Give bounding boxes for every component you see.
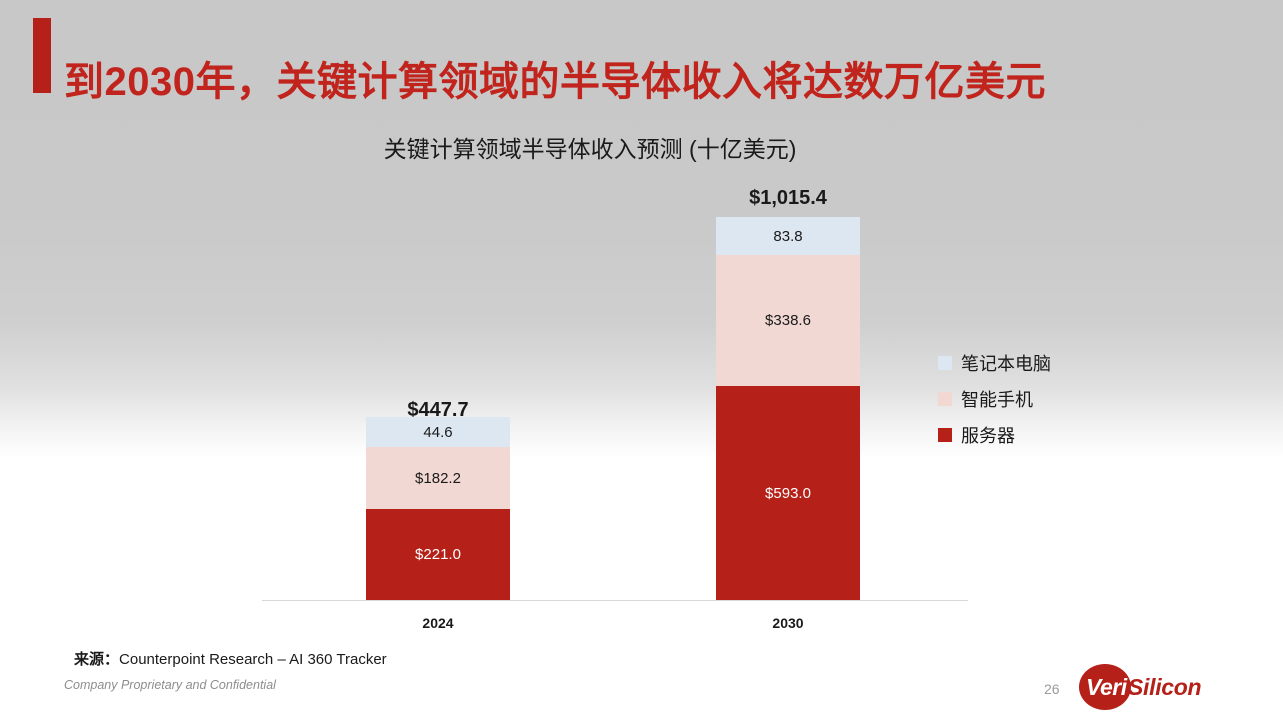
category-label: 2024 <box>422 615 454 631</box>
chart-legend: 笔记本电脑 智能手机 服务器 <box>938 345 1051 453</box>
bar-segment-smartphone[interactable]: $182.2 <box>366 447 510 509</box>
bar-segment-laptop[interactable]: 83.8 <box>716 217 860 255</box>
chart-axis-line <box>262 600 968 601</box>
verisilicon-logo: Veri Silicon <box>1079 664 1224 710</box>
legend-item-server[interactable]: 服务器 <box>938 417 1051 453</box>
logo-mark-icon <box>1079 664 1131 710</box>
source-label: 来源： <box>74 651 120 668</box>
logo-ellipse-icon <box>1079 664 1131 710</box>
legend-item-label: 服务器 <box>961 426 1015 446</box>
bar-segment-server[interactable]: $593.0 <box>716 386 860 600</box>
bar-segment-value: 44.6 <box>423 423 453 441</box>
bar-segment-server[interactable]: $221.0 <box>366 509 510 600</box>
logo-word-text: Silicon <box>1128 674 1202 700</box>
bar-segment-laptop[interactable]: 44.6 <box>366 417 510 447</box>
bar-stack: 83.8 $338.6 $593.0 <box>716 217 860 600</box>
bar-segment-value: 83.8 <box>773 227 803 245</box>
legend-swatch-icon <box>938 428 952 442</box>
bar-segment-smartphone[interactable]: $338.6 <box>716 255 860 386</box>
category-label: 2030 <box>772 615 804 631</box>
bar-total-label: $447.7 <box>407 399 469 421</box>
legend-item-smartphone[interactable]: 智能手机 <box>938 381 1051 417</box>
chart-title: 关键计算领域半导体收入预测 (十亿美元) <box>383 136 797 162</box>
page-title: 到2030年，关键计算领域的半导体收入将达数万亿美元 <box>64 59 1046 104</box>
page-number: 26 <box>1044 681 1060 697</box>
legend-item-label: 笔记本电脑 <box>961 354 1051 374</box>
bar-total-label: $1,015.4 <box>749 187 827 209</box>
legend-item-label: 智能手机 <box>961 390 1033 410</box>
legend-item-laptop[interactable]: 笔记本电脑 <box>938 345 1051 381</box>
logo-mark-text: Veri <box>1086 674 1127 700</box>
source-note: 来源：Counterpoint Research – AI 360 Tracke… <box>74 648 387 669</box>
bar-segment-value: $338.6 <box>765 312 811 329</box>
bar-segment-value: $221.0 <box>415 546 461 563</box>
title-accent-bar <box>33 18 51 93</box>
confidentiality-note: Company Proprietary and Confidential <box>64 678 276 692</box>
source-text: Counterpoint Research – AI 360 Tracker <box>119 651 387 668</box>
legend-swatch-icon <box>938 392 952 406</box>
legend-swatch-icon <box>938 356 952 370</box>
bar-segment-value: $182.2 <box>415 469 461 487</box>
bar-segment-value: $593.0 <box>765 484 811 502</box>
bar-stack: 44.6 $182.2 $221.0 <box>366 417 510 600</box>
